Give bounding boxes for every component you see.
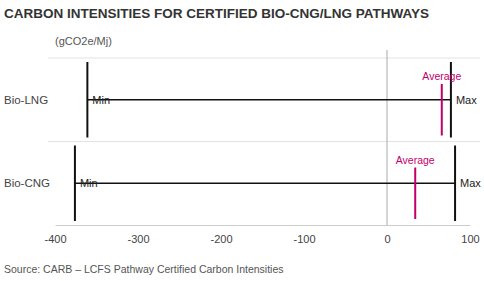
average-mark: [414, 168, 416, 220]
average-mark: [441, 84, 443, 136]
tick: -200: [210, 225, 232, 245]
source: Source: CARB – LCFS Pathway Certified Ca…: [4, 263, 284, 275]
title: CARBON INTENSITIES FOR CERTIFIED BIO-CNG…: [4, 6, 429, 21]
min-mark: [86, 62, 88, 138]
max-mark: [454, 146, 456, 222]
category-label: Bio-LNG: [4, 94, 48, 106]
x-axis: -400 -300 -200 -100 0 100: [44, 225, 479, 245]
tick: -400: [44, 225, 66, 245]
tick-label: 0: [384, 233, 390, 245]
tick-label: 100: [461, 233, 479, 245]
subtitle: (gCO2e/Mj): [55, 35, 112, 47]
tick: 0: [384, 225, 390, 245]
axis-line: [56, 225, 471, 226]
range-line: [87, 99, 451, 101]
tick-label: -200: [210, 233, 232, 245]
zero-line: [387, 50, 388, 225]
tick: 100: [461, 225, 479, 245]
row-separator: [48, 58, 480, 59]
min-mark: [74, 146, 76, 222]
tick: -100: [293, 225, 315, 245]
tick-label: -300: [127, 233, 149, 245]
range-line: [75, 183, 455, 185]
max-label: Max: [456, 94, 477, 106]
tick-label: -100: [293, 233, 315, 245]
row-separator: [48, 141, 480, 142]
annotations: Min Max Average Min Max Average: [80, 70, 481, 189]
average-label: Average: [396, 154, 435, 166]
tick: -300: [127, 225, 149, 245]
max-label: Max: [460, 177, 481, 189]
average-label: Average: [422, 70, 461, 82]
category-label: Bio-CNG: [4, 177, 50, 189]
chart: CARBON INTENSITIES FOR CERTIFIED BIO-CNG…: [0, 0, 484, 281]
marks: [75, 62, 455, 221]
min-label: Min: [80, 177, 98, 189]
tick-label: -400: [44, 233, 66, 245]
min-label: Min: [92, 94, 110, 106]
